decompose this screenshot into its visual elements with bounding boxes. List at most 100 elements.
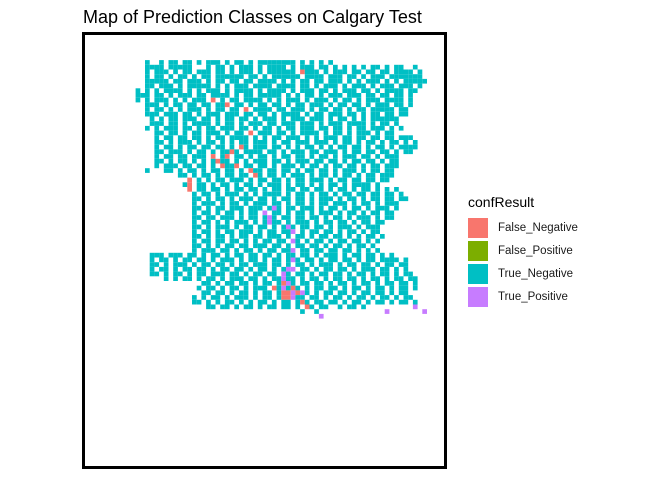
true-negative-cell: [337, 234, 343, 239]
true-negative-cell: [192, 234, 197, 239]
true-negative-cell: [201, 182, 207, 187]
true-negative-cell: [220, 74, 225, 79]
true-negative-cell: [370, 271, 376, 277]
true-negative-cell: [384, 102, 390, 108]
true-negative-cell: [281, 74, 286, 79]
true-negative-cell: [220, 102, 225, 108]
true-negative-cell: [361, 266, 366, 272]
true-negative-cell: [182, 111, 188, 117]
true-negative-cell: [356, 93, 362, 98]
true-negative-cell: [318, 144, 324, 150]
true-negative-cell: [333, 205, 338, 211]
true-negative-cell: [394, 271, 399, 277]
true-negative-cell: [239, 83, 244, 89]
true-negative-cell: [403, 295, 409, 300]
true-negative-cell: [290, 172, 296, 178]
true-negative-cell: [243, 144, 249, 150]
true-negative-cell: [201, 93, 207, 98]
true-negative-cell: [262, 257, 268, 263]
true-negative-cell: [271, 234, 277, 239]
true-negative-cell: [318, 154, 324, 159]
true-negative-cell: [187, 64, 192, 70]
true-negative-cell: [229, 69, 235, 75]
true-negative-cell: [328, 78, 333, 84]
true-negative-cell: [262, 144, 268, 150]
true-negative-cell: [220, 177, 225, 183]
true-negative-cell: [309, 276, 315, 281]
true-negative-cell: [304, 93, 310, 98]
true-negative-cell: [398, 107, 404, 112]
true-negative-cell: [361, 201, 366, 206]
true-negative-cell: [347, 74, 352, 79]
true-negative-cell: [239, 205, 244, 211]
true-negative-cell: [206, 196, 211, 202]
true-negative-cell: [295, 135, 301, 140]
true-negative-cell: [192, 196, 197, 202]
true-negative-cell: [300, 205, 305, 211]
true-negative-cell: [262, 158, 268, 164]
true-negative-cell: [220, 97, 225, 103]
true-negative-cell: [342, 102, 348, 108]
true-negative-cell: [168, 163, 174, 169]
true-negative-cell: [257, 285, 263, 291]
true-negative-cell: [380, 116, 385, 122]
true-negative-cell: [300, 276, 305, 281]
true-negative-cell: [323, 304, 329, 310]
true-negative-cell: [318, 78, 324, 84]
true-negative-cell: [361, 130, 366, 136]
true-negative-cell: [192, 243, 197, 249]
false-negative-cell: [248, 130, 254, 136]
true-negative-cell: [323, 163, 329, 169]
true-negative-cell: [286, 257, 291, 263]
true-negative-cell: [389, 215, 395, 220]
true-negative-cell: [380, 158, 385, 164]
true-negative-cell: [375, 215, 380, 220]
true-negative-cell: [163, 78, 169, 84]
true-negative-cell: [271, 64, 277, 70]
true-negative-cell: [220, 285, 225, 291]
true-negative-cell: [408, 102, 413, 108]
true-negative-cell: [177, 154, 183, 159]
true-negative-cell: [365, 149, 371, 155]
true-negative-cell: [403, 299, 409, 305]
true-negative-cell: [347, 88, 352, 93]
true-negative-cell: [370, 135, 376, 140]
true-negative-cell: [196, 187, 202, 192]
true-negative-cell: [187, 83, 192, 89]
true-negative-cell: [328, 285, 333, 291]
true-negative-cell: [365, 257, 371, 263]
true-negative-cell: [173, 60, 178, 65]
true-negative-cell: [342, 224, 348, 230]
true-negative-cell: [375, 168, 380, 173]
true-negative-cell: [281, 168, 286, 173]
false-negative-cell: [304, 304, 310, 310]
true-negative-cell: [257, 154, 263, 159]
true-negative-cell: [304, 88, 310, 93]
true-negative-cell: [159, 121, 164, 126]
true-negative-cell: [206, 60, 211, 65]
true-negative-cell: [253, 140, 258, 145]
true-negative-cell: [318, 64, 324, 70]
true-negative-cell: [342, 140, 348, 145]
true-negative-cell: [220, 78, 225, 84]
true-negative-cell: [201, 149, 207, 155]
true-negative-cell: [347, 262, 352, 267]
true-negative-cell: [384, 111, 390, 117]
true-negative-cell: [403, 281, 409, 286]
true-negative-cell: [342, 144, 348, 150]
true-negative-cell: [267, 205, 272, 211]
true-negative-cell: [243, 135, 249, 140]
true-negative-cell: [286, 191, 291, 197]
true-negative-cell: [389, 281, 395, 286]
true-negative-cell: [253, 234, 258, 239]
true-negative-cell: [304, 78, 310, 84]
true-negative-cell: [192, 299, 197, 305]
true-negative-cell: [328, 299, 333, 305]
true-negative-cell: [253, 295, 258, 300]
true-negative-cell: [168, 121, 174, 126]
true-negative-cell: [253, 201, 258, 206]
true-negative-cell: [276, 102, 282, 108]
true-negative-cell: [229, 78, 235, 84]
true-negative-cell: [370, 234, 376, 239]
true-negative-cell: [243, 69, 249, 75]
